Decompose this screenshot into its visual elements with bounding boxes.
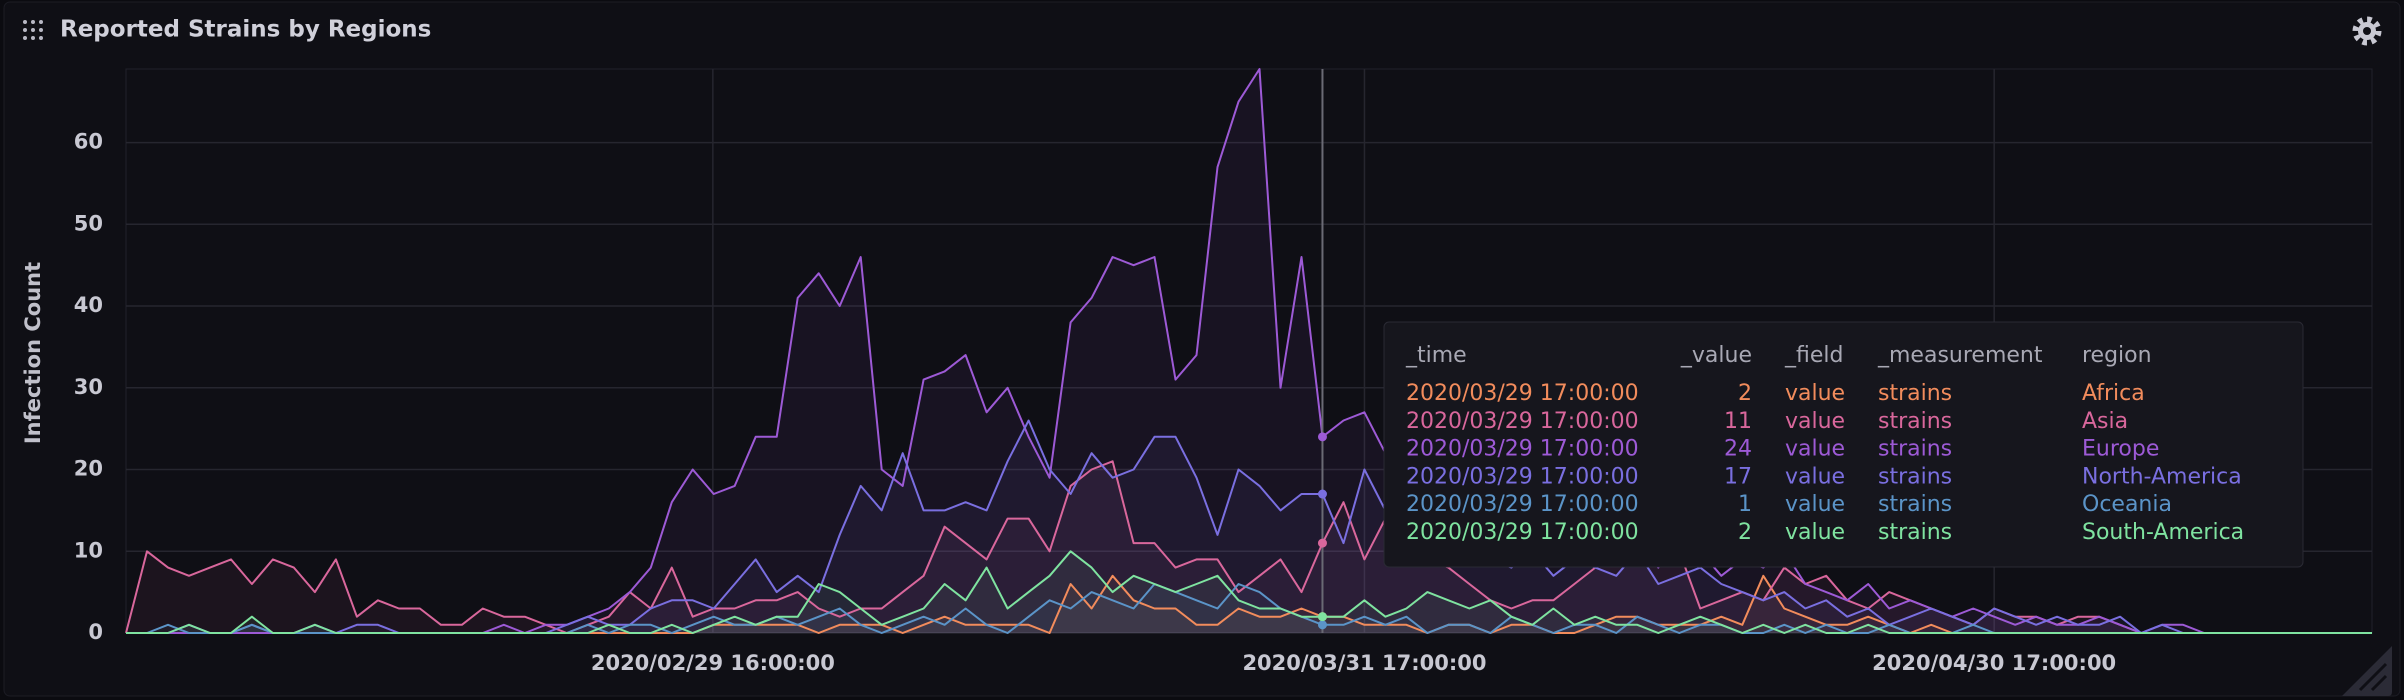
hover: [1317, 69, 1327, 633]
tooltip-cell: Africa: [2082, 381, 2145, 406]
tooltip-cell: strains: [1878, 520, 1952, 545]
tooltip-cell: Oceania: [2082, 492, 2172, 517]
tooltip-header: region: [2082, 343, 2152, 368]
hover-point: [1317, 538, 1327, 548]
tooltip-cell: 2020/03/29 17:00:00: [1406, 381, 1639, 406]
series-area: [126, 420, 2372, 633]
hover-point: [1317, 432, 1327, 442]
x-tick-label: 2020/03/31 17:00:00: [1242, 651, 1486, 675]
tooltip-cell: value: [1785, 437, 1845, 462]
drag-handle[interactable]: [23, 20, 43, 40]
areas: [126, 69, 2372, 633]
y-tick-label: 0: [88, 620, 103, 644]
tooltip-cell: 2: [1738, 381, 1752, 406]
tooltip-cell: strains: [1878, 464, 1952, 489]
tooltip-cell: strains: [1878, 437, 1952, 462]
y-tick-label: 30: [74, 375, 103, 399]
tooltip-cell: value: [1785, 464, 1845, 489]
tooltip-cell: South-America: [2082, 520, 2244, 545]
tooltip-cell: strains: [1878, 492, 1952, 517]
tooltip-cell: 2: [1738, 520, 1752, 545]
series-area: [126, 551, 2372, 633]
tooltip-cell: 2020/03/29 17:00:00: [1406, 520, 1639, 545]
tooltip-cell: Asia: [2082, 409, 2128, 434]
series-area: [126, 584, 2372, 633]
series-line: [126, 68, 2372, 634]
x-tick-label: 2020/02/29 16:00:00: [591, 651, 835, 675]
tooltip-header: _value: [1680, 343, 1752, 368]
tooltip: _time _value _field _measurement region 2020/…: [1383, 321, 2304, 568]
tooltip-cell: 2020/03/29 17:00:00: [1406, 464, 1639, 489]
tooltip-cell: strains: [1878, 381, 1952, 406]
resize-grip: [2358, 662, 2388, 692]
series-line: [126, 550, 2372, 634]
tooltip-header: _measurement: [1877, 343, 2043, 368]
y-tick-label: 50: [74, 211, 103, 235]
y-axis-label: Infection Count: [21, 262, 45, 444]
ticks: 0 10 20 30 40 50 60 2020/02/29 16:00:00 2020/03/…: [74, 130, 2116, 675]
tooltip-cell: 2020/03/29 17:00:00: [1406, 409, 1639, 434]
tooltip-cell: 24: [1724, 437, 1752, 462]
tooltip-cell: 1: [1738, 492, 1752, 517]
tooltip-cell: value: [1785, 381, 1845, 406]
tooltip-header: _time: [1405, 343, 1467, 368]
tooltip-header: _field: [1784, 343, 1843, 368]
series-area: [126, 461, 2372, 633]
y-tick-label: 40: [74, 293, 103, 317]
tooltip-cell: 17: [1724, 464, 1752, 489]
tooltip-cell: 2020/03/29 17:00:00: [1406, 492, 1639, 517]
tooltip-cell: value: [1785, 492, 1845, 517]
hover-point: [1317, 489, 1327, 499]
tooltip-cell: Europe: [2082, 437, 2159, 462]
tooltip-cell: value: [1785, 520, 1845, 545]
tooltip-cell: North-America: [2082, 464, 2242, 489]
hover-point: [1317, 620, 1327, 630]
y-tick-label: 20: [74, 457, 103, 481]
y-tick-label: 60: [74, 130, 103, 154]
tooltip-cell: 11: [1724, 409, 1752, 434]
series-area: [126, 69, 2372, 633]
y-tick-label: 10: [74, 538, 103, 562]
settings-gear[interactable]: [2352, 16, 2382, 46]
tooltip-cell: 2020/03/29 17:00:00: [1406, 437, 1639, 462]
hover-point: [1317, 612, 1327, 622]
tooltip-cell: value: [1785, 409, 1845, 434]
tooltip-cell: strains: [1878, 409, 1952, 434]
chart-title: Reported Strains by Regions: [60, 17, 431, 43]
lines: [125, 68, 2372, 634]
tooltip-box: [1383, 321, 2304, 568]
x-tick-label: 2020/04/30 17:00:00: [1872, 651, 2116, 675]
series-area: [126, 575, 2372, 633]
